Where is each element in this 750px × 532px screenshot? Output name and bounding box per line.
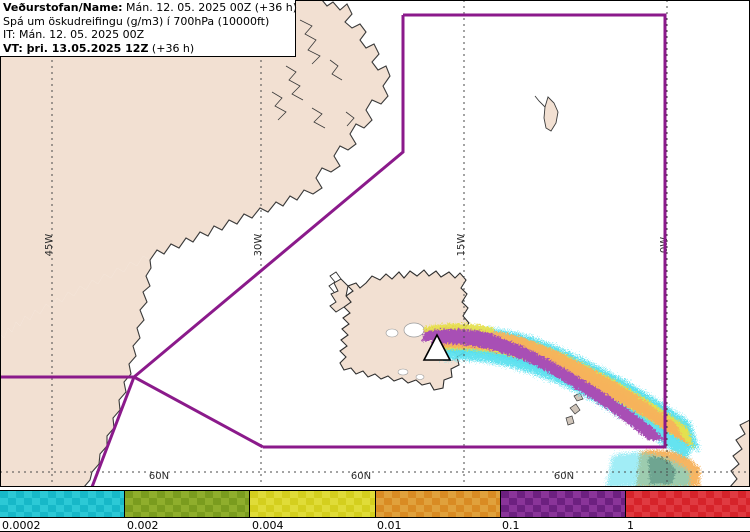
info-label-name: Veðurstofan/Name: (3, 1, 123, 14)
plume-secondary-patch (606, 449, 700, 487)
colorbar-band-3[interactable] (375, 491, 501, 517)
colorbar-tick-2: 0.004 (252, 519, 284, 532)
glacier-small-west (385, 328, 399, 338)
info-value-name: Mán. 12. 05. 2025 00Z (+36 h) (122, 1, 298, 14)
colorbar-tick-5: 1 (627, 519, 634, 532)
colorbar-band-2[interactable] (250, 491, 376, 517)
forecast-info-box: Veðurstofan/Name: Mán. 12. 05. 2025 00Z … (0, 0, 297, 57)
grat-label-30W: 30W (253, 234, 264, 257)
volcano-triangle-icon[interactable] (422, 333, 452, 361)
graticule-grid (0, 0, 750, 487)
info-line-product: Spá um öskudreifingu (g/m3) í 700hPa (10… (3, 14, 270, 28)
grat-label-60N-a: 60N (149, 471, 169, 482)
grat-label-60N-c: 60N (554, 471, 574, 482)
concentration-colorbar: 0.0002 0.002 0.004 0.01 0.1 1 (0, 487, 750, 532)
info-line-issue-time: IT: Mán. 12. 05. 2025 00Z (3, 28, 145, 42)
colorbar-tick-4: 0.1 (502, 519, 520, 532)
domain-northwest-diagonal (133, 15, 405, 379)
forecast-domain-boundary (0, 13, 667, 487)
colorbar-band-4[interactable] (500, 491, 626, 517)
scandinavia-coast-sliver (729, 419, 750, 487)
map-svg: 45W 30W 15W 0W 60N 60N 60N (0, 0, 750, 487)
grat-label-45W: 45W (44, 234, 55, 257)
glacier-south (397, 368, 409, 376)
info-line-valid-time: VT: þri. 13.05.2025 12Z (+36 h) (3, 42, 292, 56)
colorbar-bands (0, 490, 750, 518)
ash-plume (422, 323, 700, 487)
info-value-valid: (+36 h) (148, 42, 195, 56)
colorbar-tick-0: 0.0002 (2, 519, 41, 532)
colorbar-band-1[interactable] (125, 491, 251, 517)
colorbar-tick-3: 0.01 (377, 519, 402, 532)
jan-mayen-island (534, 95, 559, 132)
plume-band-1 (432, 329, 664, 440)
grat-label-15W: 15W (456, 234, 467, 257)
info-line-name: Veðurstofan/Name: Mán. 12. 05. 2025 00Z … (3, 1, 297, 15)
info-label-valid: VT: þri. 13.05.2025 12Z (3, 42, 149, 56)
glacier-langjokull (403, 322, 425, 338)
grat-label-60N-b: 60N (351, 471, 371, 482)
domain-box-edges (263, 13, 667, 449)
domain-southeast-arm (133, 375, 264, 449)
colorbar-tick-1: 0.002 (127, 519, 159, 532)
greenland-landmass (0, 0, 391, 487)
colorbar-band-5[interactable] (625, 491, 750, 517)
glacier-south-2 (415, 374, 425, 380)
plume-band-0-01 (438, 334, 690, 446)
colorbar-band-0[interactable] (0, 491, 126, 517)
colorbar-tick-labels: 0.0002 0.002 0.004 0.01 0.1 1 (0, 519, 750, 532)
map-canvas[interactable]: 45W 30W 15W 0W 60N 60N 60N (0, 0, 750, 487)
domain-south-arm (90, 376, 136, 487)
small-islands-southeast (565, 392, 584, 426)
